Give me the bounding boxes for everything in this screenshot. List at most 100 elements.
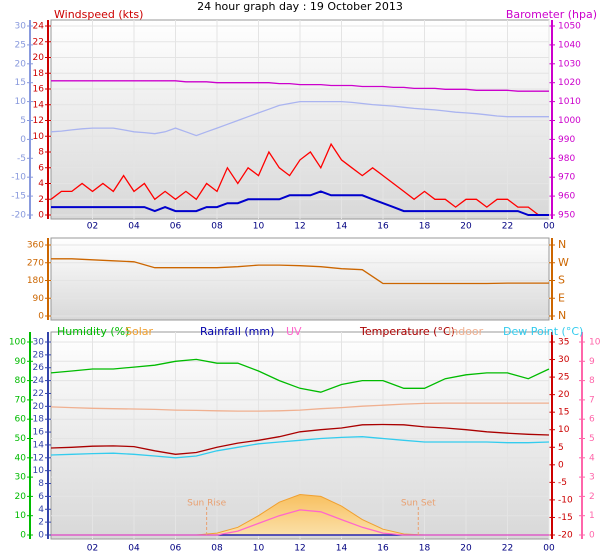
y3-tick-label: 100 xyxy=(9,338,26,348)
x-tick-label: 00 xyxy=(543,222,555,232)
x-tick-label: 14 xyxy=(336,544,348,554)
y-tick-label: 8 xyxy=(38,479,44,489)
y-axis-title: Windspeed (kts) xyxy=(54,8,143,21)
y2-tick-label: 15 xyxy=(558,408,569,418)
y2-tick-label: 1000 xyxy=(558,116,581,126)
y-tick-label: 26 xyxy=(33,363,45,373)
y2-tick-label: 5 xyxy=(558,443,564,453)
x-tick-label: 00 xyxy=(543,544,555,554)
x-tick-label: 04 xyxy=(128,222,140,232)
x-tick-label: 14 xyxy=(336,222,348,232)
y-tick-label: 8 xyxy=(38,148,44,158)
y3-tick-label: -5 xyxy=(17,154,26,164)
y2-tick-label: -20 xyxy=(558,531,573,541)
legend-label: Dew Point (°C) xyxy=(503,325,583,338)
y2-tick-label: W xyxy=(558,256,569,269)
y4-tick-label: 9 xyxy=(589,357,595,367)
y-tick-label: 10 xyxy=(33,132,45,142)
y3-tick-label: 90 xyxy=(15,357,27,367)
y-tick-label: 20 xyxy=(33,402,45,412)
y-tick-label: 2 xyxy=(38,195,44,205)
x-tick-label: 10 xyxy=(253,222,265,232)
legend-label: Humidity (%) xyxy=(57,325,129,338)
x-tick-label: 16 xyxy=(377,544,389,554)
plot-area xyxy=(50,237,550,321)
series-line xyxy=(50,436,550,459)
x-tick-label: 18 xyxy=(419,222,431,232)
y-tick-label: 2 xyxy=(38,518,44,528)
y2-tick-label: 10 xyxy=(558,425,570,435)
y-tick-label: 4 xyxy=(38,179,44,189)
y4-tick-label: 5 xyxy=(589,434,595,444)
y2-tick-label: 35 xyxy=(558,338,569,348)
y2-tick-label: N xyxy=(558,309,566,322)
y2-tick-label: 25 xyxy=(558,373,569,383)
legend-label: Temperature (°C) xyxy=(359,325,455,338)
y4-tick-label: 8 xyxy=(589,376,595,386)
y4-tick-label: 2 xyxy=(589,492,595,502)
y-tick-label: 6 xyxy=(38,163,44,173)
y2-tick-label: N xyxy=(558,238,566,251)
y3-tick-label: 70 xyxy=(15,395,27,405)
y3-tick-label: 30 xyxy=(15,22,27,32)
y-tick-label: 360 xyxy=(27,241,44,251)
y2-tick-label: 0 xyxy=(558,460,564,470)
y2-tick-label: 980 xyxy=(558,154,575,164)
y3-tick-label: -15 xyxy=(11,192,26,202)
series-line xyxy=(50,358,550,393)
x-tick-label: 22 xyxy=(502,544,513,554)
x-tick-label: 18 xyxy=(419,544,431,554)
y-tick-label: 16 xyxy=(33,428,45,438)
legend-label: Indoor xyxy=(448,325,484,338)
y2-tick-label: 950 xyxy=(558,211,575,221)
y2-tick-label: 1050 xyxy=(558,22,581,32)
y-tick-label: 18 xyxy=(33,415,45,425)
y-tick-label: 22 xyxy=(33,389,44,399)
y-tick-label: 22 xyxy=(33,37,44,47)
x-tick-label: 06 xyxy=(170,222,182,232)
x-tick-label: 10 xyxy=(253,544,265,554)
y2-tick-label: -10 xyxy=(558,495,573,505)
y3-tick-label: 10 xyxy=(15,97,27,107)
series-line xyxy=(51,190,549,216)
y-tick-label: 0 xyxy=(38,531,44,541)
annotation: Sun Set xyxy=(401,499,436,509)
x-tick-label: 02 xyxy=(87,544,98,554)
y4-tick-label: 6 xyxy=(589,415,595,425)
y-tick-label: 0 xyxy=(38,312,44,322)
y2-tick-label: 990 xyxy=(558,135,575,145)
y4-tick-label: 10 xyxy=(589,338,600,348)
y4-tick-label: 0 xyxy=(589,531,595,541)
x-tick-label: 12 xyxy=(294,222,305,232)
series-line xyxy=(51,80,549,92)
annotation: Sun Rise xyxy=(187,499,226,509)
y-tick-label: 16 xyxy=(33,85,45,95)
y2-tick-label: 970 xyxy=(558,173,575,183)
y2-tick-label: 1030 xyxy=(558,59,581,69)
y2-tick-label: E xyxy=(558,291,565,304)
y3-tick-label: -10 xyxy=(11,173,26,183)
x-tick-label: 06 xyxy=(170,544,182,554)
y-tick-label: 90 xyxy=(33,294,45,304)
y2-tick-label: 1020 xyxy=(558,78,581,88)
y-tick-label: 270 xyxy=(27,258,44,268)
x-tick-label: 16 xyxy=(377,222,389,232)
y2-tick-label: 1010 xyxy=(558,97,581,107)
y4-tick-label: 1 xyxy=(589,511,595,521)
y3-tick-label: 0 xyxy=(20,135,26,145)
y4-tick-label: 4 xyxy=(589,453,595,463)
y2-tick-label: -5 xyxy=(558,478,567,488)
y-tick-label: 180 xyxy=(27,276,44,286)
y-tick-label: 28 xyxy=(33,350,45,360)
x-tick-label: 20 xyxy=(460,544,472,554)
series-line xyxy=(50,100,549,137)
series-line xyxy=(50,402,549,412)
y4-tick-label: 3 xyxy=(589,473,595,483)
x-tick-label: 08 xyxy=(211,222,223,232)
y4-tick-label: 7 xyxy=(589,395,595,405)
y2-tick-label: 30 xyxy=(558,355,570,365)
y-tick-label: 12 xyxy=(33,453,44,463)
y3-tick-label: 40 xyxy=(15,453,27,463)
x-tick-label: 12 xyxy=(294,544,305,554)
